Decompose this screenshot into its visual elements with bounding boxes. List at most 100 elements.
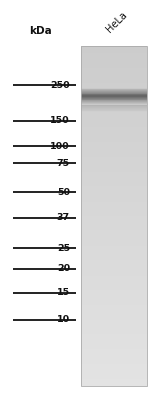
- Bar: [81, 46, 147, 386]
- Bar: [81, 233, 147, 234]
- Bar: [81, 344, 147, 345]
- Bar: [81, 116, 147, 118]
- Bar: [81, 162, 147, 163]
- Bar: [81, 87, 147, 88]
- Bar: [81, 248, 147, 249]
- Bar: [81, 199, 147, 200]
- Bar: [81, 288, 147, 289]
- Bar: [81, 322, 147, 323]
- Bar: [81, 222, 147, 223]
- Bar: [81, 64, 147, 65]
- Bar: [81, 236, 147, 237]
- Bar: [81, 173, 147, 174]
- Bar: [81, 168, 147, 169]
- Bar: [81, 115, 147, 116]
- Bar: [81, 67, 147, 68]
- Bar: [81, 135, 147, 136]
- Bar: [81, 244, 147, 245]
- Bar: [81, 267, 147, 268]
- Bar: [81, 290, 147, 291]
- Bar: [81, 212, 147, 213]
- Bar: [81, 159, 147, 160]
- Text: 100: 100: [50, 142, 70, 151]
- Bar: [81, 204, 147, 205]
- Bar: [81, 184, 147, 186]
- Bar: [81, 188, 147, 189]
- Bar: [81, 235, 147, 236]
- Bar: [81, 96, 147, 97]
- Bar: [81, 279, 147, 280]
- Bar: [81, 343, 147, 344]
- Bar: [81, 113, 147, 114]
- Bar: [81, 339, 147, 340]
- Bar: [81, 83, 147, 84]
- Bar: [81, 238, 147, 239]
- Bar: [81, 220, 147, 221]
- Bar: [81, 60, 147, 61]
- Bar: [81, 241, 147, 242]
- Bar: [81, 296, 147, 297]
- Bar: [81, 190, 147, 191]
- Bar: [81, 356, 147, 357]
- Bar: [81, 316, 147, 317]
- Bar: [81, 55, 147, 56]
- Bar: [81, 375, 147, 376]
- Bar: [81, 327, 147, 328]
- Bar: [81, 352, 147, 353]
- Bar: [81, 229, 147, 230]
- Bar: [81, 384, 147, 385]
- Bar: [81, 200, 147, 201]
- Bar: [81, 308, 147, 309]
- Bar: [81, 225, 147, 226]
- Bar: [81, 126, 147, 127]
- Bar: [81, 180, 147, 181]
- Bar: [81, 302, 147, 303]
- Bar: [81, 119, 147, 120]
- Bar: [81, 294, 147, 295]
- Bar: [81, 114, 147, 115]
- Bar: [81, 46, 147, 47]
- Bar: [81, 187, 147, 188]
- Bar: [81, 79, 147, 80]
- Bar: [81, 284, 147, 285]
- Bar: [81, 146, 147, 147]
- Bar: [81, 351, 147, 352]
- Bar: [81, 73, 147, 74]
- Bar: [81, 207, 147, 208]
- Bar: [81, 88, 147, 89]
- Bar: [81, 219, 147, 220]
- Text: 75: 75: [57, 159, 70, 168]
- Bar: [81, 94, 147, 95]
- Bar: [81, 206, 147, 207]
- Bar: [81, 98, 147, 99]
- Bar: [81, 80, 147, 81]
- Bar: [81, 49, 147, 50]
- Bar: [81, 318, 147, 319]
- Bar: [81, 183, 147, 184]
- Bar: [81, 336, 147, 337]
- Bar: [81, 189, 147, 190]
- Bar: [81, 57, 147, 58]
- Bar: [81, 196, 147, 197]
- Bar: [81, 90, 147, 91]
- Bar: [81, 232, 147, 233]
- Bar: [81, 224, 147, 225]
- Bar: [81, 124, 147, 125]
- Bar: [81, 330, 147, 331]
- Bar: [81, 246, 147, 248]
- Bar: [81, 353, 147, 354]
- Bar: [81, 169, 147, 170]
- Bar: [81, 380, 147, 381]
- Bar: [81, 257, 147, 258]
- Bar: [81, 149, 147, 150]
- Bar: [81, 234, 147, 235]
- Bar: [81, 256, 147, 257]
- Bar: [81, 345, 147, 346]
- Bar: [81, 86, 147, 87]
- Bar: [81, 63, 147, 64]
- Bar: [81, 265, 147, 266]
- Bar: [81, 205, 147, 206]
- Bar: [81, 85, 147, 86]
- Bar: [81, 161, 147, 162]
- Bar: [81, 245, 147, 246]
